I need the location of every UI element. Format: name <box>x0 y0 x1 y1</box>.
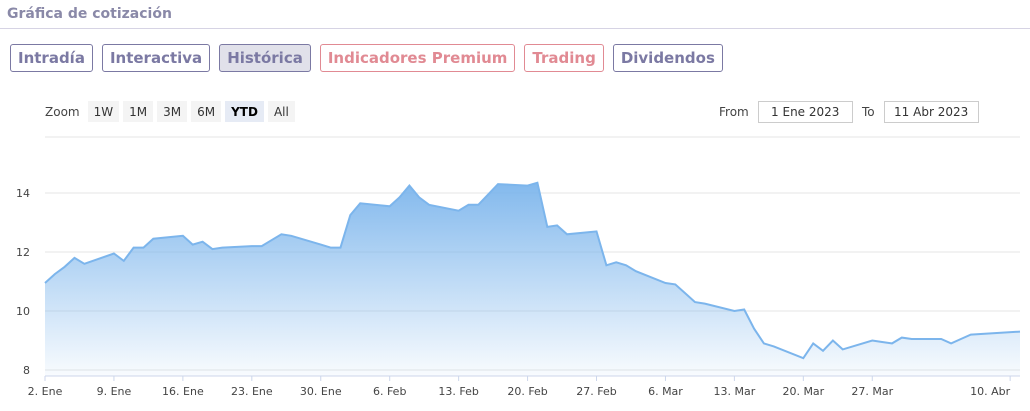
x-tick-label: 13. Mar <box>714 385 756 398</box>
y-tick-label: 8 <box>23 364 30 377</box>
tab-indicadores-premium[interactable]: Indicadores Premium <box>319 44 516 72</box>
range-to-input[interactable]: 11 Abr 2023 <box>883 101 979 123</box>
tab-historica[interactable]: Histórica <box>219 44 311 72</box>
series-area-fill <box>45 182 1020 376</box>
tab-dividendos[interactable]: Dividendos <box>612 44 723 72</box>
y-tick-label: 12 <box>16 246 30 259</box>
series-line <box>44 181 1021 360</box>
x-tick-label: 20. Feb <box>507 385 547 398</box>
tab-intradia[interactable]: Intradía <box>10 44 93 72</box>
zoom-1w-button[interactable]: 1W <box>87 101 120 122</box>
zoom-6m-button[interactable]: 6M <box>191 101 222 122</box>
zoom-ytd-button[interactable]: YTD <box>225 101 264 122</box>
x-tick-label: 13. Feb <box>438 385 478 398</box>
title-divider <box>0 28 1030 29</box>
zoom-3m-button[interactable]: 3M <box>157 101 188 122</box>
chart-section-title: Gráfica de cotización <box>7 6 172 22</box>
range-to-label: To <box>862 105 875 119</box>
range-from: From 1 Ene 2023 <box>719 101 853 123</box>
x-tick-label: 9. Ene <box>97 385 132 398</box>
x-tick-label: 6. Feb <box>373 385 406 398</box>
zoom-label: Zoom <box>45 104 80 119</box>
range-from-input[interactable]: 1 Ene 2023 <box>757 101 853 123</box>
zoom-all-button[interactable]: All <box>267 101 295 122</box>
x-tick-label: 16. Ene <box>162 385 204 398</box>
tab-trading[interactable]: Trading <box>524 44 604 72</box>
chart-tabs: Intradía Interactiva Histórica Indicador… <box>10 44 723 72</box>
y-tick-label: 10 <box>16 305 30 318</box>
x-tick-label: 23. Ene <box>231 385 273 398</box>
x-tick-label: 30. Ene <box>300 385 342 398</box>
x-tick-label: 6. Mar <box>648 385 683 398</box>
chart-axes: 8 10 12 14 2. Ene 9. Ene 16. Ene 23. Ene 30. Ene… <box>16 187 1020 398</box>
x-tick-label: 27. Mar <box>851 385 893 398</box>
zoom-selector: Zoom 1W 1M 3M 6M YTD All <box>45 101 295 122</box>
price-chart: 8 10 12 14 2. Ene 9. Ene 16. Ene 23. Ene 30. Ene… <box>16 136 1021 398</box>
zoom-1m-button[interactable]: 1M <box>123 101 154 122</box>
x-tick-label: 2. Ene <box>28 385 63 398</box>
chart-series-area <box>44 181 1021 376</box>
range-to: To 11 Abr 2023 <box>862 101 979 123</box>
x-tick-label: 20. Mar <box>782 385 824 398</box>
x-tick-label: 10. Abr <box>970 385 1010 398</box>
y-tick-label: 14 <box>16 187 30 200</box>
tab-interactiva[interactable]: Interactiva <box>101 44 211 72</box>
x-tick-label: 27. Feb <box>576 385 616 398</box>
range-from-label: From <box>719 105 749 119</box>
